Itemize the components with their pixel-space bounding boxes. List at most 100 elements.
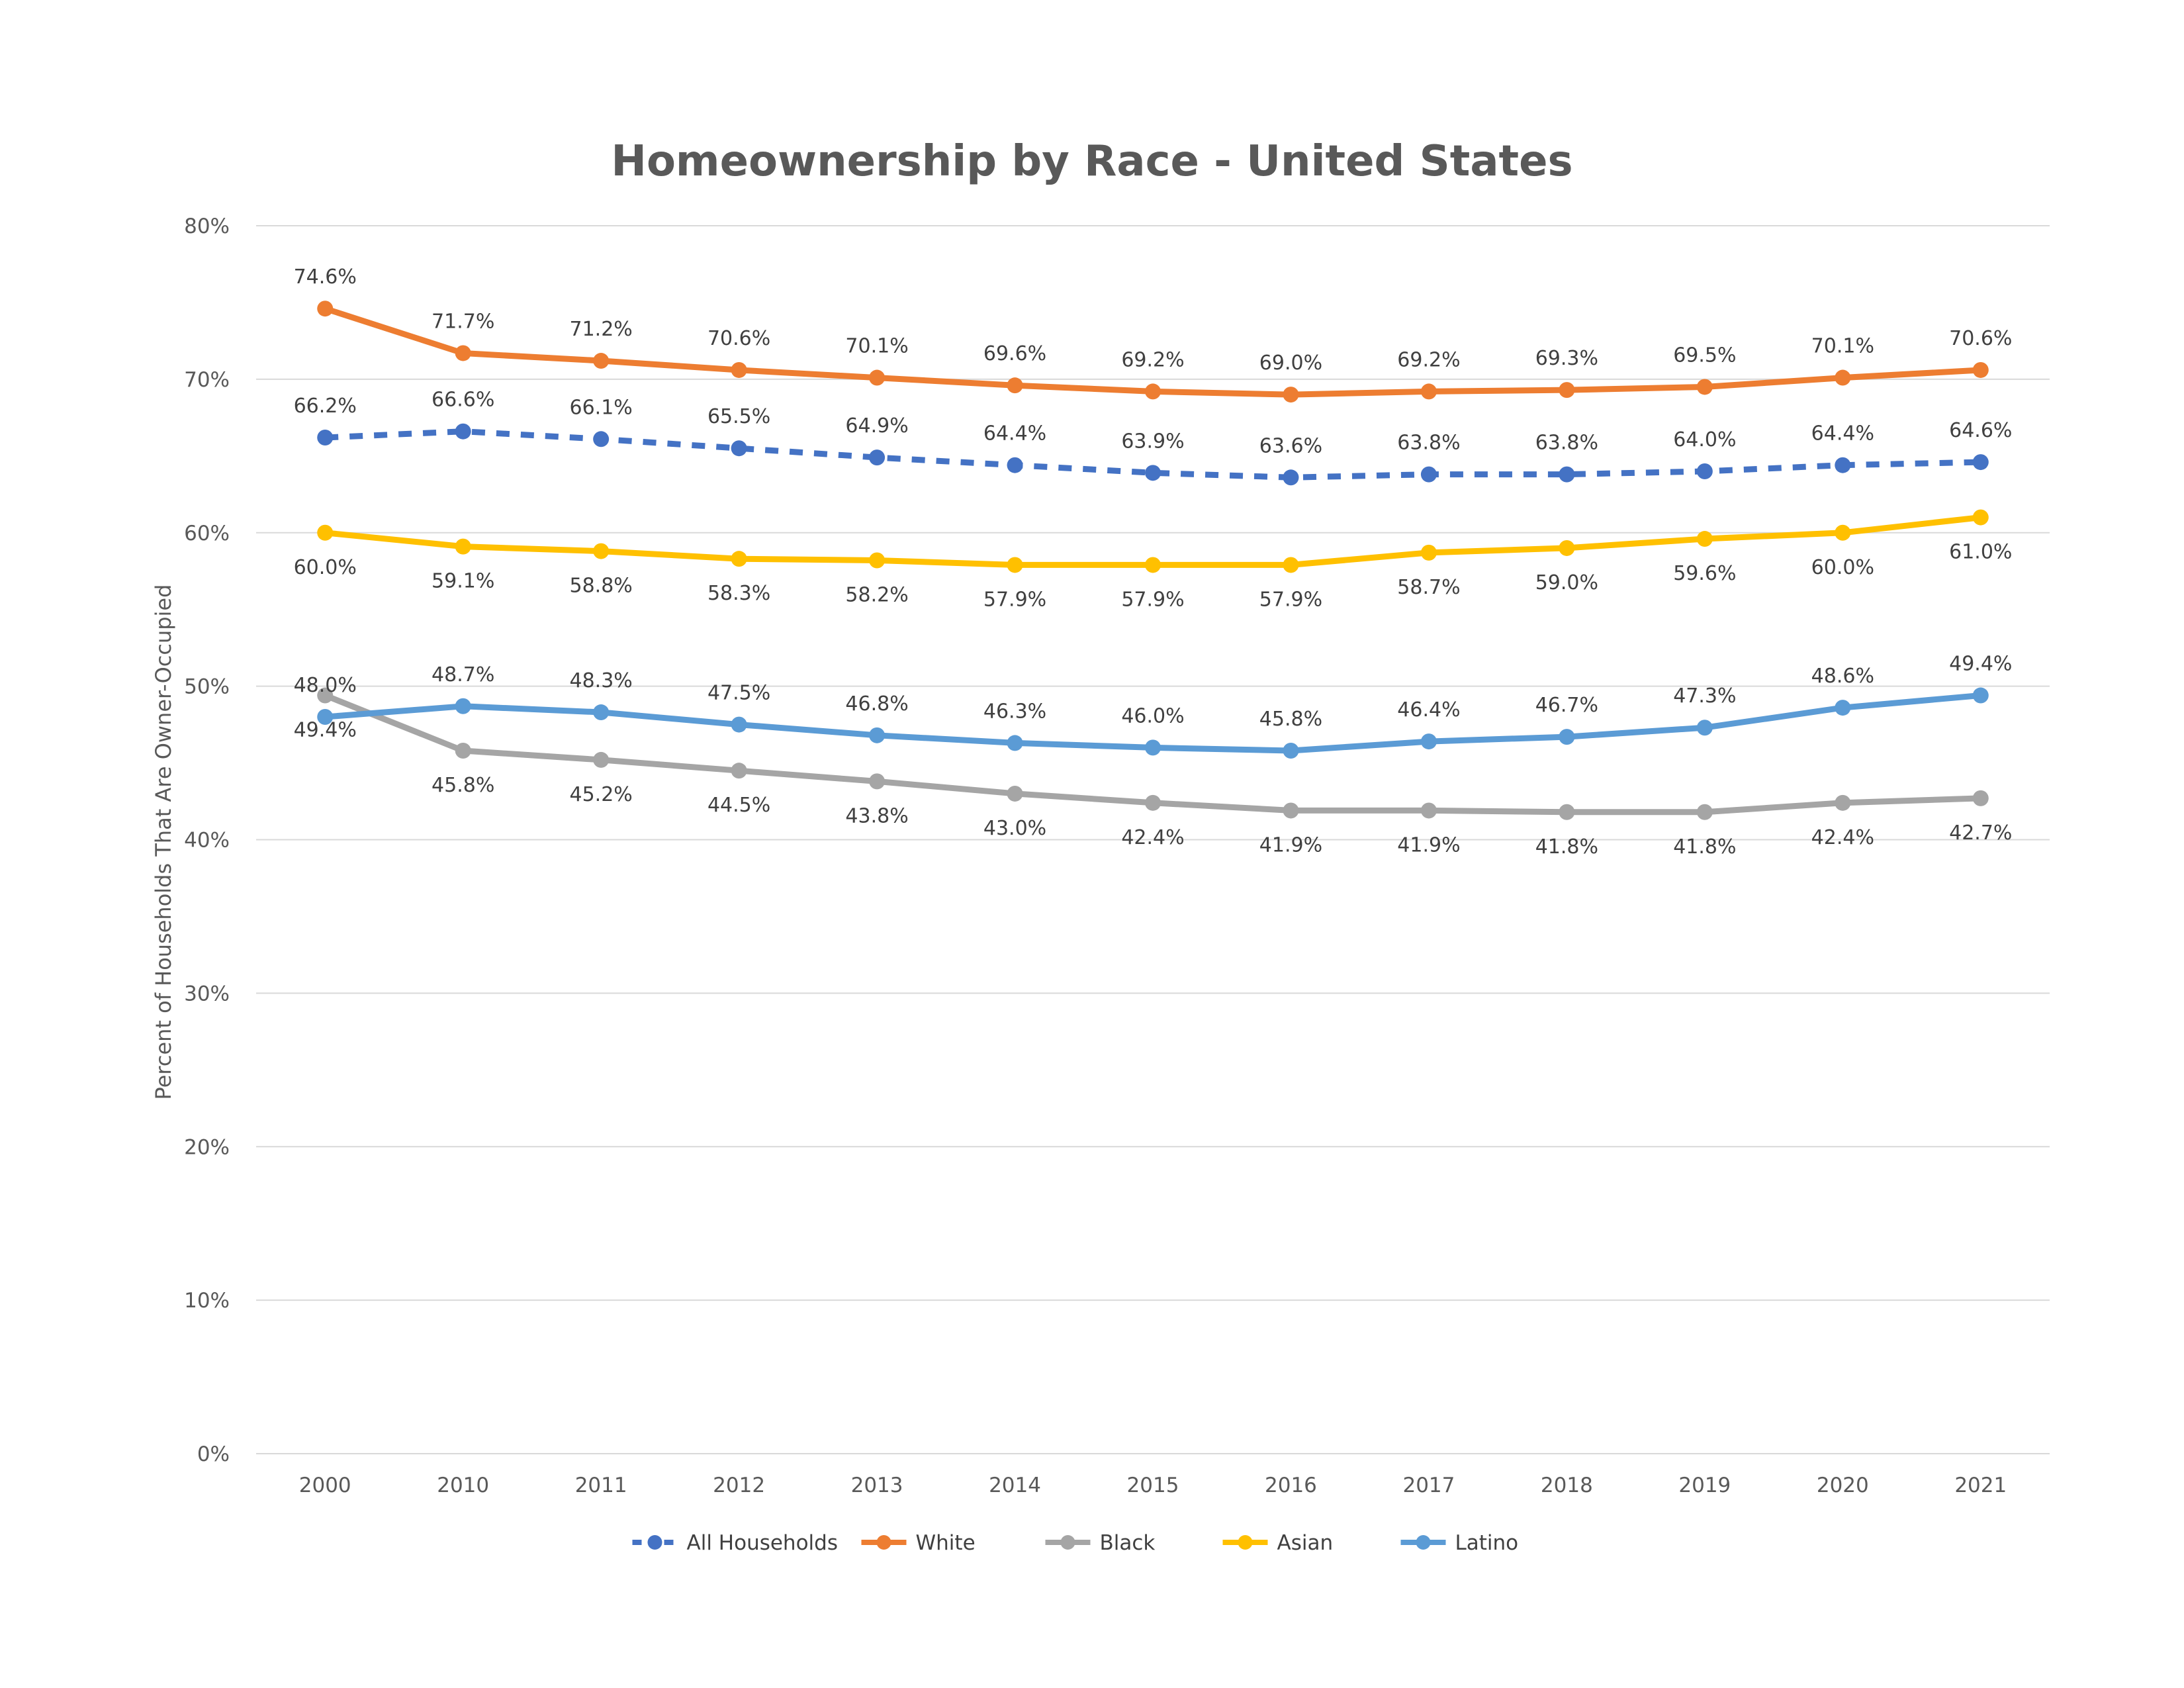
data-label: 60.0% [1811, 556, 1874, 579]
data-point [593, 704, 610, 721]
data-label: 66.1% [569, 396, 632, 419]
data-label: 69.2% [1121, 348, 1184, 371]
data-label: 48.3% [569, 669, 632, 692]
y-axis-ticks: 0% 10% 20% 30% 40% 50% 60% 70% 80% [184, 214, 230, 1466]
data-label: 69.3% [1535, 347, 1598, 370]
data-label: 41.8% [1673, 835, 1736, 859]
data-point [1835, 794, 1851, 811]
data-label: 42.4% [1811, 826, 1874, 849]
data-point [731, 361, 747, 378]
data-label: 70.1% [1811, 335, 1874, 358]
data-point [1835, 524, 1851, 541]
data-label: 49.4% [1949, 653, 2012, 676]
data-point [455, 743, 471, 759]
data-point [1559, 729, 1575, 745]
y-tick-label: 10% [184, 1289, 230, 1313]
data-label: 41.9% [1397, 833, 1460, 857]
data-point [1559, 466, 1575, 483]
data-point [869, 727, 886, 743]
data-point [1696, 804, 1713, 820]
data-point [1420, 733, 1437, 750]
data-point [1283, 557, 1299, 573]
series-all-households [317, 423, 1989, 486]
x-tick-label: 2013 [851, 1474, 903, 1497]
x-axis-ticks: 2000 2010 2011 2012 2013 2014 2015 2016 2017 2018… [299, 1474, 2007, 1497]
y-tick-label: 80% [184, 214, 230, 238]
x-tick-label: 2012 [713, 1474, 765, 1497]
legend-item-white: White [861, 1531, 976, 1555]
legend-swatch-marker [1238, 1535, 1253, 1550]
data-point [317, 709, 334, 725]
data-point [1145, 739, 1161, 756]
data-point [1420, 544, 1437, 561]
data-label: 59.1% [432, 570, 494, 593]
data-label: 69.0% [1259, 352, 1322, 375]
data-point [731, 551, 747, 567]
data-point [455, 698, 471, 714]
data-point [1145, 557, 1161, 573]
data-point [1283, 743, 1299, 759]
data-label: 64.4% [983, 422, 1046, 445]
data-label: 64.4% [1811, 422, 1874, 445]
data-point [1972, 790, 1989, 806]
data-point [1972, 509, 1989, 526]
data-point [1283, 802, 1299, 819]
data-label: 70.6% [1949, 327, 2012, 350]
x-tick-label: 2017 [1402, 1474, 1455, 1497]
data-label: 69.6% [983, 342, 1046, 365]
data-label: 48.6% [1811, 665, 1874, 688]
data-label: 57.9% [1259, 588, 1322, 611]
data-label: 45.2% [569, 783, 632, 806]
data-label: 42.7% [1949, 821, 2012, 845]
data-point [1559, 804, 1575, 820]
data-label: 63.6% [1259, 434, 1322, 457]
data-point [1835, 457, 1851, 473]
data-point [731, 763, 747, 779]
data-label: 57.9% [1121, 588, 1184, 611]
data-point [1696, 463, 1713, 479]
data-label: 64.9% [845, 414, 908, 438]
series-lines [317, 301, 1989, 820]
data-point [869, 369, 886, 386]
data-point [1420, 802, 1437, 819]
x-tick-label: 2014 [989, 1474, 1041, 1497]
legend: All Households White Black Asian Latino [632, 1531, 1519, 1555]
y-tick-label: 70% [184, 368, 230, 392]
data-label: 59.6% [1673, 562, 1736, 585]
data-point [1007, 377, 1023, 394]
data-label: 63.8% [1535, 432, 1598, 455]
legend-label: Black [1100, 1531, 1156, 1555]
x-tick-label: 2020 [1817, 1474, 1869, 1497]
data-point [869, 449, 886, 466]
data-label: 45.8% [432, 774, 494, 797]
legend-label: All Households [687, 1531, 839, 1555]
data-label: 44.5% [707, 794, 770, 817]
data-label: 61.0% [1949, 541, 2012, 564]
data-label: 42.4% [1121, 826, 1184, 849]
y-tick-label: 50% [184, 675, 230, 699]
data-point [1559, 539, 1575, 556]
data-label: 63.8% [1397, 432, 1460, 455]
data-point [1696, 379, 1713, 395]
legend-item-asian: Asian [1222, 1531, 1334, 1555]
legend-item-all-households: All Households [632, 1531, 839, 1555]
y-tick-label: 30% [184, 982, 230, 1006]
data-label: 60.0% [294, 556, 357, 579]
series-asian [317, 509, 1989, 573]
data-label: 49.4% [294, 719, 357, 742]
data-point [1835, 369, 1851, 386]
legend-label: Asian [1277, 1531, 1334, 1555]
x-tick-label: 2018 [1541, 1474, 1593, 1497]
data-label: 47.5% [707, 682, 770, 705]
gridlines [256, 225, 2050, 1454]
series-white [317, 301, 1989, 403]
series-latino [317, 687, 1989, 759]
data-point [593, 431, 610, 447]
chart-title: Homeownership by Race - United States [611, 137, 1572, 186]
data-label: 69.2% [1397, 348, 1460, 371]
data-label: 59.0% [1535, 571, 1598, 594]
legend-label: Latino [1455, 1531, 1519, 1555]
data-label: 64.6% [1949, 419, 2012, 442]
data-label: 58.7% [1397, 576, 1460, 599]
